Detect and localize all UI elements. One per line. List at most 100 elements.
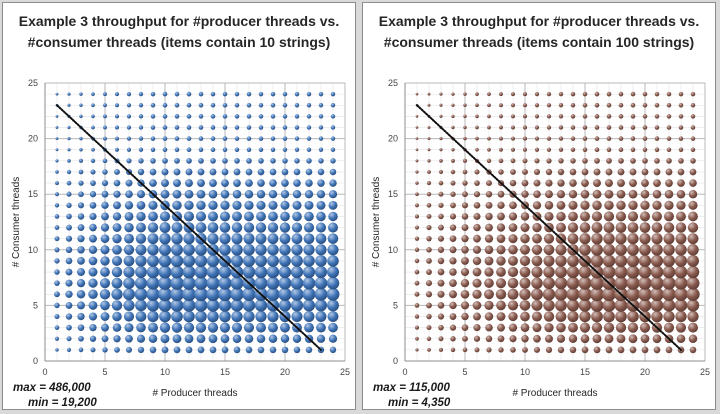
data-bubble bbox=[255, 233, 267, 245]
data-bubble bbox=[206, 276, 220, 290]
data-bubble bbox=[78, 169, 84, 175]
data-bubble bbox=[294, 91, 300, 97]
data-bubble bbox=[329, 168, 337, 176]
data-bubble bbox=[554, 287, 568, 301]
data-bubble bbox=[664, 189, 674, 199]
data-bubble bbox=[158, 254, 172, 268]
data-bubble bbox=[244, 200, 254, 210]
data-bubble bbox=[630, 136, 636, 141]
data-bubble bbox=[270, 91, 276, 97]
data-bubble bbox=[279, 233, 291, 245]
data-bubble bbox=[234, 136, 240, 141]
data-bubble bbox=[54, 236, 60, 242]
data-bubble bbox=[639, 211, 651, 222]
data-bubble bbox=[531, 311, 543, 322]
data-bubble bbox=[222, 91, 228, 97]
data-bubble bbox=[137, 168, 145, 176]
data-bubble bbox=[546, 147, 552, 152]
data-bubble bbox=[270, 102, 276, 108]
data-bubble bbox=[304, 322, 314, 333]
data-bubble bbox=[582, 102, 588, 108]
data-bubble bbox=[314, 276, 328, 290]
data-bubble bbox=[415, 336, 419, 341]
data-bubble bbox=[472, 256, 482, 266]
data-bubble bbox=[195, 222, 207, 233]
data-bubble bbox=[558, 103, 564, 108]
data-bubble bbox=[171, 233, 183, 245]
data-bubble bbox=[557, 346, 565, 354]
data-bubble bbox=[654, 158, 660, 164]
data-bubble bbox=[630, 125, 636, 130]
data-bubble bbox=[579, 222, 591, 233]
data-bubble bbox=[499, 103, 503, 108]
data-bubble bbox=[520, 311, 530, 322]
data-bubble bbox=[473, 335, 481, 342]
data-bubble bbox=[496, 300, 506, 311]
data-bubble bbox=[158, 265, 172, 279]
data-bubble bbox=[686, 265, 700, 279]
data-bubble bbox=[326, 287, 340, 301]
data-bubble bbox=[606, 147, 612, 153]
data-bubble bbox=[255, 254, 267, 267]
data-bubble bbox=[230, 299, 244, 312]
data-bubble bbox=[555, 266, 567, 278]
data-bubble bbox=[186, 114, 192, 119]
data-bubble bbox=[578, 299, 592, 312]
data-bubble bbox=[426, 302, 432, 309]
data-bubble bbox=[326, 276, 340, 290]
data-bubble bbox=[545, 334, 553, 343]
data-bubble bbox=[125, 190, 133, 199]
data-bubble bbox=[639, 233, 651, 245]
data-bubble bbox=[315, 255, 327, 267]
data-bubble bbox=[533, 334, 541, 343]
data-bubble bbox=[662, 299, 676, 312]
data-bubble bbox=[268, 189, 278, 199]
data-bubble bbox=[233, 168, 241, 176]
y-axis-label: # Consumer threads bbox=[371, 177, 382, 268]
data-bubble bbox=[654, 147, 660, 153]
x-tick-label: 5 bbox=[462, 367, 467, 377]
data-bubble bbox=[426, 269, 432, 275]
data-bubble bbox=[591, 211, 603, 222]
data-bubble bbox=[606, 102, 612, 108]
data-bubble bbox=[570, 91, 576, 97]
data-bubble bbox=[195, 310, 207, 323]
data-bubble bbox=[112, 234, 122, 244]
data-bubble bbox=[257, 168, 265, 176]
data-bubble bbox=[55, 159, 59, 163]
data-bubble bbox=[557, 179, 565, 187]
data-bubble bbox=[258, 147, 264, 152]
data-bubble bbox=[315, 233, 327, 245]
data-bubble bbox=[159, 222, 171, 233]
data-bubble bbox=[182, 276, 196, 290]
data-bubble bbox=[220, 200, 230, 210]
data-bubble bbox=[126, 103, 132, 108]
data-bubble bbox=[103, 136, 107, 141]
data-bubble bbox=[473, 202, 481, 209]
data-bubble bbox=[593, 168, 601, 176]
data-bubble bbox=[594, 91, 600, 97]
data-bubble bbox=[558, 91, 564, 97]
data-bubble bbox=[614, 299, 628, 312]
data-bubble bbox=[88, 300, 98, 310]
data-bubble bbox=[258, 136, 264, 141]
data-bubble bbox=[449, 213, 457, 220]
data-bubble bbox=[123, 266, 135, 278]
data-bubble bbox=[461, 202, 469, 209]
data-bubble bbox=[475, 114, 479, 119]
data-bubble bbox=[291, 255, 303, 267]
data-bubble bbox=[426, 236, 432, 242]
data-bubble bbox=[473, 312, 481, 321]
data-bubble bbox=[209, 168, 217, 176]
x-tick-label: 25 bbox=[340, 367, 350, 377]
data-bubble bbox=[91, 92, 95, 96]
data-bubble bbox=[67, 92, 71, 96]
data-bubble bbox=[88, 278, 98, 288]
data-bubble bbox=[606, 114, 612, 119]
data-bubble bbox=[102, 169, 108, 175]
data-bubble bbox=[497, 212, 505, 221]
data-bubble bbox=[315, 244, 327, 256]
data-bubble bbox=[425, 291, 433, 298]
data-bubble bbox=[450, 202, 456, 209]
data-bubble bbox=[484, 256, 494, 266]
